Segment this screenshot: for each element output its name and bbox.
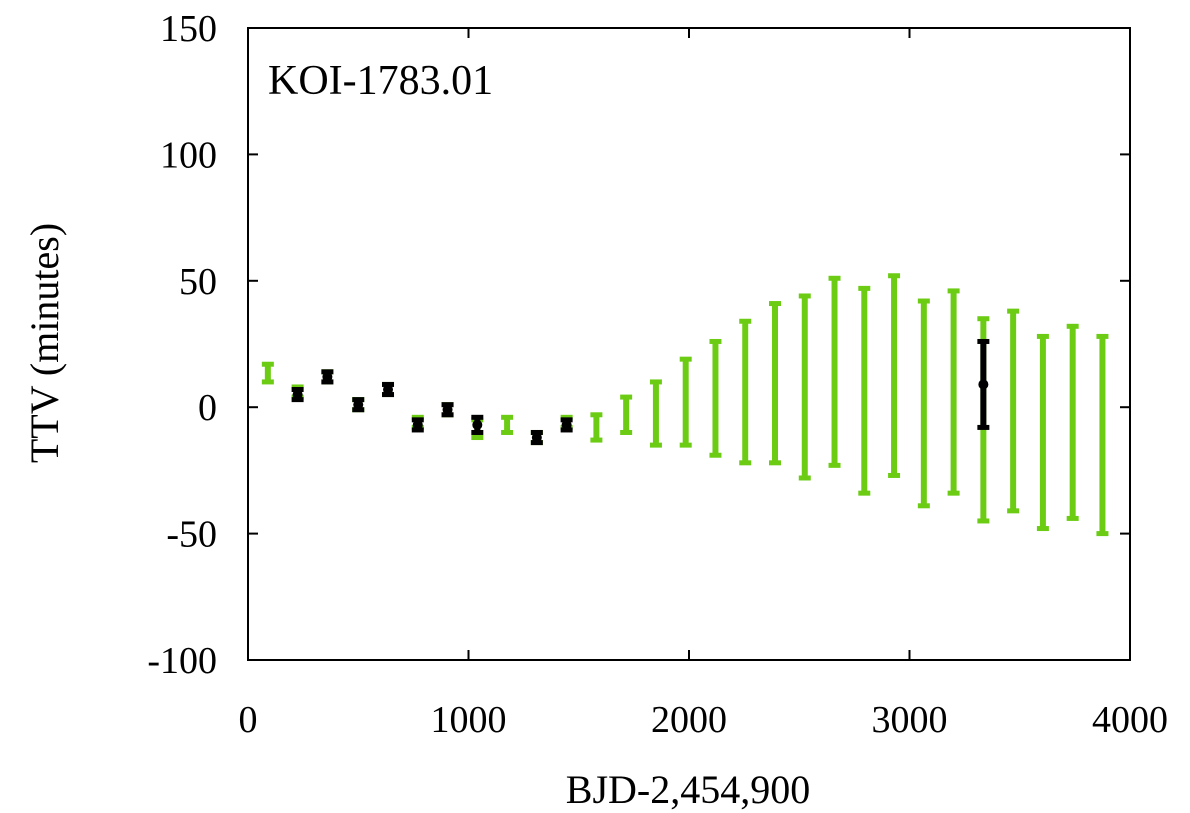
y-tick-label: 0 [198, 387, 217, 429]
observed-point [321, 369, 334, 385]
observed-marker [353, 399, 364, 410]
y-tick-label: -50 [166, 514, 217, 556]
model-range-bar [828, 275, 841, 468]
chart-annotation: KOI-1783.01 [268, 58, 493, 104]
observed-marker [383, 384, 394, 395]
observed-marker [322, 371, 333, 382]
observed-point [411, 417, 424, 433]
model-range-bar [261, 361, 274, 385]
observed-marker [442, 404, 453, 415]
observed-marker [292, 389, 303, 400]
model-range-bar [501, 414, 514, 435]
model-range-bar [620, 394, 633, 435]
model-range-bar [917, 298, 930, 509]
observed-marker [561, 419, 572, 430]
x-axis-label: BJD-2,454,900 [566, 767, 810, 812]
model-range-bar [590, 412, 603, 443]
model-range-bar [649, 379, 662, 448]
model-range-bar [739, 318, 752, 466]
x-tick-label: 4000 [1092, 699, 1168, 741]
model-range-bar [768, 301, 781, 466]
observed-marker [531, 432, 542, 443]
model-range-bar [1096, 333, 1109, 537]
model-range-bar [1007, 308, 1020, 514]
observed-point [382, 381, 395, 398]
observed-point [530, 429, 543, 446]
model-range-bar [798, 293, 811, 481]
observed-marker [472, 419, 483, 430]
observed-point [471, 414, 484, 435]
y-axis-label: TTV (minutes) [22, 223, 67, 463]
observed-series [291, 338, 990, 446]
observed-point [977, 338, 990, 430]
model-range-bar [1036, 333, 1049, 532]
observed-point [441, 402, 454, 418]
observed-marker [412, 419, 423, 430]
model-range-bar [709, 338, 722, 458]
x-tick-label: 1000 [431, 699, 507, 741]
y-tick-label: 50 [179, 261, 217, 303]
plot-frame [247, 27, 1131, 661]
observed-marker [978, 379, 989, 390]
y-tick-label: -100 [147, 640, 217, 682]
observed-point [560, 417, 573, 433]
x-tick-label: 3000 [872, 699, 948, 741]
y-tick-label: 150 [160, 8, 217, 50]
axis-ticks: 0 1000 2000 3000 4000 -100 -50 0 50 100 150 [147, 8, 1168, 741]
model-range-bar [1066, 323, 1079, 521]
x-tick-label: 0 [239, 699, 258, 741]
x-tick-label: 2000 [651, 699, 727, 741]
model-range-bar [679, 356, 692, 448]
model-range-bar [947, 288, 960, 496]
y-tick-label: 100 [160, 134, 217, 176]
observed-point [291, 387, 304, 403]
model-range-bar [858, 285, 871, 496]
observed-point [352, 397, 365, 413]
model-range-bar [888, 273, 901, 478]
